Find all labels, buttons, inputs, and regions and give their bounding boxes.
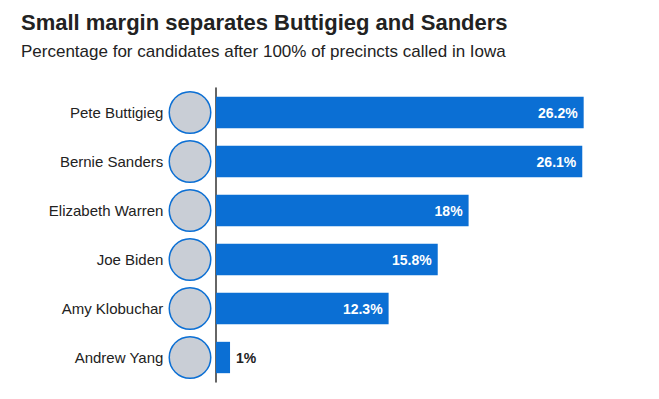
svg-text:Pete Buttigieg: Pete Buttigieg: [70, 104, 163, 121]
svg-text:18%: 18%: [435, 203, 464, 219]
svg-text:Small margin separates Buttigi: Small margin separates Buttigieg and San…: [21, 10, 508, 35]
svg-text:12.3%: 12.3%: [343, 301, 383, 317]
svg-text:26.1%: 26.1%: [537, 154, 577, 170]
svg-text:26.2%: 26.2%: [538, 105, 578, 121]
svg-text:Andrew Yang: Andrew Yang: [75, 349, 164, 366]
svg-text:Bernie Sanders: Bernie Sanders: [60, 153, 163, 170]
svg-text:1%: 1%: [236, 350, 257, 366]
svg-text:15.8%: 15.8%: [392, 252, 432, 268]
svg-text:Percentage for candidates afte: Percentage for candidates after 100% of …: [21, 42, 506, 61]
svg-text:Amy Klobuchar: Amy Klobuchar: [62, 300, 164, 317]
svg-text:Elizabeth Warren: Elizabeth Warren: [49, 202, 164, 219]
svg-text:Joe Biden: Joe Biden: [97, 251, 164, 268]
